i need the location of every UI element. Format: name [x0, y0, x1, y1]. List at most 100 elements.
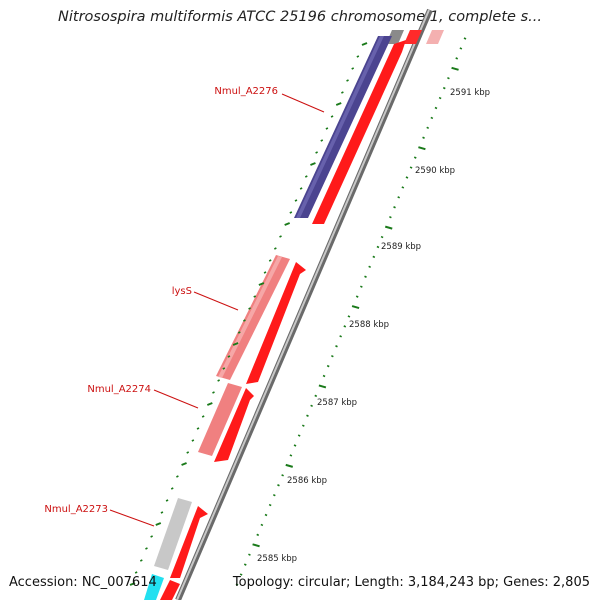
ruler-minor-tick: [409, 166, 413, 169]
ruler-minor-tick: [376, 245, 380, 249]
ruler-minor-tick: [380, 235, 384, 239]
ruler-minor-tick: [372, 255, 376, 259]
ruler-minor-tick: [397, 196, 401, 199]
left-tick-mark: [356, 55, 360, 58]
left-tick-mark: [279, 235, 282, 238]
label-line-lyss: [193, 291, 239, 311]
ruler-major-tick: [451, 66, 459, 71]
left-tick-mark: [320, 139, 324, 142]
ruler-minor-tick: [281, 474, 284, 477]
kbp-label-2585: 2585 kbp: [257, 554, 297, 564]
gene-nmul-a2273[interactable]: [154, 498, 192, 570]
left-tick-mark: [160, 511, 164, 514]
label-line-nmul-a2273: [109, 509, 155, 527]
left-tick-mark: [165, 499, 169, 502]
left-tick-mark: [294, 199, 298, 202]
left-tick-mark: [273, 247, 277, 250]
gene-nmul-a2276-shade: [296, 36, 384, 218]
ruler-minor-tick: [256, 533, 260, 537]
left-tick-mark: [248, 307, 251, 310]
left-tick-mark: [155, 522, 162, 526]
ruler-minor-tick: [393, 206, 396, 209]
ruler-minor-tick: [413, 156, 417, 159]
ruler-minor-tick: [405, 176, 409, 179]
gene-block-top-right[interactable]: [426, 30, 444, 44]
ruler-minor-tick: [389, 215, 392, 219]
ruler-minor-tick: [301, 424, 305, 427]
left-tick-mark: [268, 259, 272, 262]
left-tick-mark: [258, 282, 265, 286]
gene-block-bottom-cyan[interactable]: [144, 574, 164, 600]
ruler-minor-tick: [355, 295, 359, 298]
label-line-nmul-a2274: [153, 389, 199, 409]
ruler-minor-tick: [264, 513, 268, 517]
gene-label-nmul-a2274[interactable]: Nmul_A2274: [87, 384, 151, 395]
left-tick-mark: [299, 187, 303, 190]
ruler-minor-tick: [442, 86, 446, 90]
ruler-minor-tick: [310, 404, 313, 408]
strand-arrow-lyss[interactable]: [246, 262, 306, 384]
left-tick-mark: [206, 402, 213, 406]
ruler-minor-tick: [426, 126, 430, 130]
ruler-minor-tick: [360, 285, 363, 288]
ruler-minor-tick: [368, 265, 372, 269]
left-tick-column: [129, 42, 368, 586]
ruler-minor-tick: [239, 573, 243, 576]
left-tick-mark: [346, 79, 349, 82]
gene-arrow-top[interactable]: [404, 30, 422, 44]
ruler-major-tick: [252, 543, 260, 548]
ruler-minor-tick: [459, 47, 463, 50]
gene-arrow-bottom[interactable]: [160, 580, 180, 600]
left-tick-mark: [284, 222, 291, 226]
left-tick-mark: [129, 582, 136, 586]
ruler-minor-tick: [401, 186, 405, 189]
gene-block-top[interactable]: [386, 30, 404, 44]
left-tick-mark: [145, 547, 148, 550]
strand-arrow-nmul-a2276[interactable]: [312, 40, 406, 224]
ruler-minor-tick: [314, 394, 318, 398]
strand-arrow-nmul-a2273[interactable]: [170, 506, 208, 578]
ruler-minor-tick: [434, 106, 438, 110]
ruler-minor-tick: [347, 315, 351, 318]
left-tick-mark: [335, 102, 342, 106]
gene-lyss-shade: [218, 256, 282, 378]
gene-label-lyss[interactable]: lysS: [172, 286, 192, 297]
strand-arrow-nmul-a2274[interactable]: [214, 388, 254, 462]
left-tick-mark: [227, 355, 231, 358]
left-tick-mark: [263, 271, 267, 274]
left-tick-mark: [351, 67, 355, 70]
kbp-label-2586: 2586 kbp: [287, 476, 327, 486]
ruler-minor-tick: [339, 335, 342, 338]
label-line-nmul-a2276: [281, 93, 325, 113]
left-tick-mark: [304, 175, 308, 178]
left-tick-mark: [237, 331, 241, 334]
accession-text: Accession: NC_007614: [9, 575, 157, 590]
ruler-minor-tick: [268, 503, 272, 507]
kbp-label-2587: 2587 kbp: [317, 398, 357, 408]
left-tick-mark: [232, 342, 239, 346]
left-tick-mark: [289, 211, 293, 214]
gene-nmul-a2274[interactable]: [198, 383, 242, 456]
left-tick-mark: [196, 427, 200, 430]
topology-summary: Topology: circular; Length: 3,184,243 bp…: [232, 575, 590, 590]
left-tick-mark: [315, 151, 318, 154]
ruler-minor-tick: [335, 345, 338, 348]
gene-label-nmul-a2273[interactable]: Nmul_A2273: [44, 504, 108, 515]
left-tick-mark: [330, 115, 334, 118]
kbp-label-2588: 2588 kbp: [349, 320, 389, 330]
ruler-major-tick: [418, 146, 426, 151]
left-tick-mark: [176, 475, 179, 478]
left-tick-mark: [310, 162, 316, 166]
ruler-minor-tick: [277, 484, 280, 487]
ruler-major-tick: [285, 463, 294, 468]
left-tick-mark: [243, 319, 246, 322]
ruler-major-tick: [384, 225, 393, 230]
gene-label-nmul-a2276[interactable]: Nmul_A2276: [214, 86, 278, 97]
kbp-label-2590: 2590 kbp: [415, 166, 455, 176]
chromosome-backbone-highlight: [176, 9, 430, 600]
ruler-minor-tick: [272, 493, 276, 497]
left-tick-mark: [325, 127, 329, 130]
ruler-minor-tick: [447, 76, 450, 80]
